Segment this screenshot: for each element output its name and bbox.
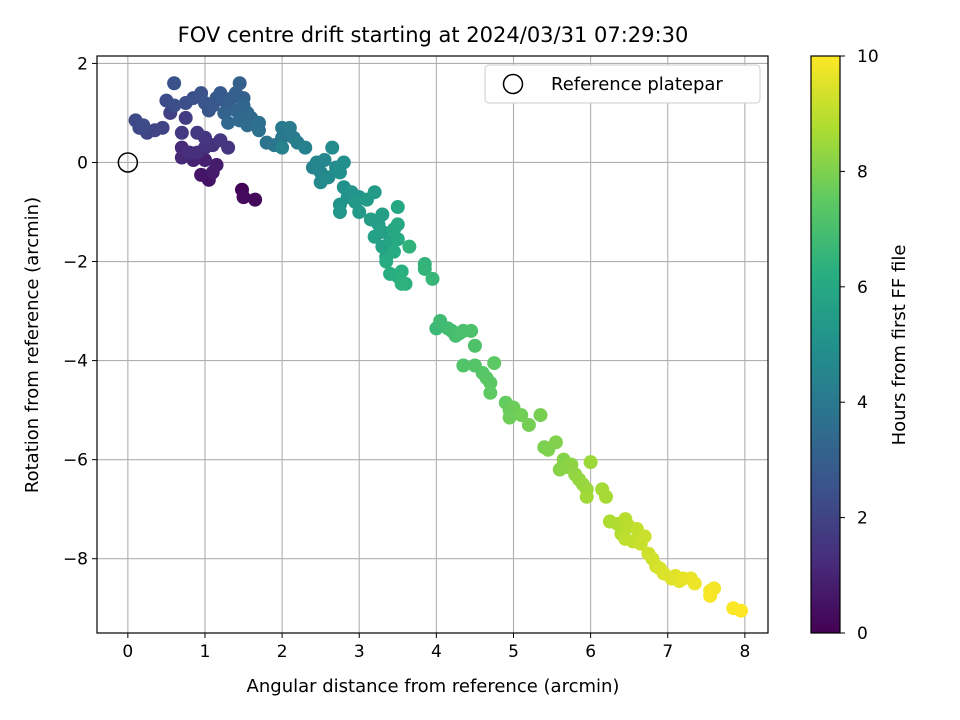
- colorbar-tick-label: 4: [857, 393, 868, 413]
- legend-marker: [502, 73, 524, 95]
- data-point: [248, 192, 263, 207]
- data-point: [275, 130, 290, 145]
- data-point: [687, 576, 702, 591]
- data-point: [464, 323, 479, 338]
- data-point: [637, 529, 652, 544]
- data-point: [390, 232, 405, 247]
- chart-title: FOV centre drift starting at 2024/03/31 …: [178, 23, 689, 47]
- data-point: [483, 375, 498, 390]
- data-point: [194, 167, 209, 182]
- data-point: [321, 170, 336, 185]
- colorbar-tick-label: 10: [857, 47, 879, 67]
- data-point: [232, 76, 247, 91]
- data-point: [456, 358, 471, 373]
- data-point: [367, 229, 382, 244]
- y-tick-label: −2: [63, 253, 88, 273]
- data-point: [251, 123, 266, 138]
- data-point: [533, 408, 548, 423]
- colorbar-tick-label: 2: [857, 509, 868, 529]
- data-point: [352, 205, 367, 220]
- grid: [97, 56, 768, 633]
- data-point: [703, 588, 718, 603]
- reference-marker: [117, 152, 139, 173]
- colorbar-label: Hours from first FF file: [889, 245, 910, 446]
- data-point: [178, 110, 193, 125]
- y-tick-label: −8: [63, 550, 88, 570]
- x-tick-label: 1: [200, 642, 211, 662]
- data-point: [332, 165, 347, 180]
- axis-ticks: 0 1 2 3 4 5 6 7 8 2 0 −2 −4 −6 −8: [63, 54, 750, 662]
- colorbar-gradient: [810, 55, 841, 634]
- data-point: [487, 356, 502, 371]
- legend: Reference platepar: [484, 64, 761, 104]
- data-point: [402, 239, 417, 254]
- colorbar: 0 2 4 6 8 10 Hours from first FF file: [810, 47, 910, 644]
- data-point: [298, 140, 313, 155]
- x-tick-label: 2: [277, 642, 288, 662]
- x-tick-label: 7: [662, 642, 673, 662]
- data-point: [390, 217, 405, 232]
- data-point: [417, 261, 432, 276]
- data-point: [502, 410, 517, 425]
- data-point: [213, 133, 228, 148]
- data-point: [190, 125, 205, 140]
- data-point: [734, 603, 749, 618]
- scatter-points: [128, 76, 749, 618]
- data-point: [221, 115, 236, 130]
- x-axis-label: Angular distance from reference (arcmin): [247, 676, 620, 697]
- data-point: [548, 435, 563, 450]
- colorbar-tick-label: 0: [857, 624, 868, 644]
- y-tick-label: 0: [77, 153, 88, 173]
- y-tick-label: −6: [63, 451, 88, 471]
- data-point: [167, 98, 182, 113]
- data-point: [390, 200, 405, 215]
- data-point: [375, 207, 390, 222]
- data-point: [136, 118, 151, 133]
- data-point: [521, 417, 536, 432]
- data-point: [483, 385, 498, 400]
- y-tick-label: 2: [77, 54, 88, 74]
- data-point: [325, 140, 340, 155]
- data-point: [240, 118, 255, 133]
- x-tick-label: 3: [354, 642, 365, 662]
- data-point: [209, 157, 224, 172]
- data-point: [394, 276, 409, 291]
- data-point: [425, 271, 440, 286]
- x-tick-label: 6: [585, 642, 596, 662]
- data-point: [379, 254, 394, 269]
- legend-box: [484, 64, 761, 104]
- data-point: [317, 153, 332, 168]
- x-tick-label: 5: [508, 642, 519, 662]
- plot-frame: [96, 55, 769, 634]
- data-point: [579, 489, 594, 504]
- y-tick-label: −4: [63, 352, 88, 372]
- x-tick-label: 8: [739, 642, 750, 662]
- data-point: [367, 185, 382, 200]
- data-point: [167, 76, 182, 91]
- data-point: [275, 140, 290, 155]
- legend-label: Reference platepar: [551, 74, 723, 95]
- data-point: [467, 338, 482, 353]
- data-point: [236, 190, 251, 205]
- data-point: [514, 408, 529, 423]
- colorbar-ticks: 0 2 4 6 8 10: [840, 47, 879, 644]
- colorbar-tick-label: 8: [857, 162, 868, 182]
- data-point: [386, 244, 401, 259]
- x-tick-label: 0: [122, 642, 133, 662]
- colorbar-tick-label: 6: [857, 278, 868, 298]
- x-tick-label: 4: [431, 642, 442, 662]
- data-point: [174, 125, 189, 140]
- data-point: [332, 205, 347, 220]
- data-point: [583, 455, 598, 470]
- data-point: [599, 489, 614, 504]
- data-point: [394, 264, 409, 279]
- y-axis-label: Rotation from reference (arcmin): [22, 197, 43, 493]
